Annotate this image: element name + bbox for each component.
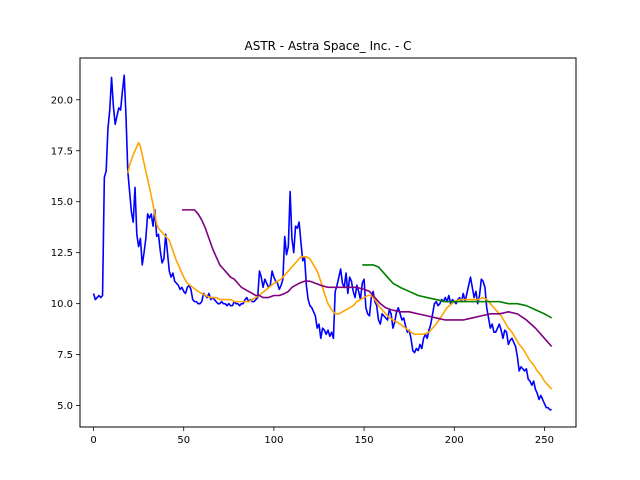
- y-tick-label: 7.5: [57, 350, 73, 361]
- y-tick-label: 12.5: [51, 248, 73, 259]
- x-axis: 0 50 100 150 200 250: [90, 427, 554, 446]
- x-tick-label: 200: [445, 435, 464, 446]
- y-tick-label: 20.0: [51, 95, 73, 106]
- y-tick-label: 10.0: [51, 299, 73, 310]
- y-tick-label: 17.5: [51, 146, 73, 157]
- x-tick-label: 50: [177, 435, 190, 446]
- x-tick-label: 0: [90, 435, 96, 446]
- plot-frame: [79, 57, 577, 428]
- x-tick-label: 150: [355, 435, 374, 446]
- series-line-3: [362, 264, 553, 319]
- y-tick-label: 15.0: [51, 197, 73, 208]
- series-line-1: [127, 141, 553, 390]
- chart-title: ASTR - Astra Space_ Inc. - C: [245, 39, 412, 53]
- series-layer: [92, 74, 553, 411]
- x-tick-label: 250: [535, 435, 554, 446]
- y-axis: 5.0 7.5 10.0 12.5 15.0 17.5 20.0: [51, 95, 80, 412]
- y-tick-label: 5.0: [57, 401, 73, 412]
- x-tick-label: 100: [264, 435, 283, 446]
- series-line-2: [181, 209, 553, 348]
- series-line-0: [92, 74, 552, 411]
